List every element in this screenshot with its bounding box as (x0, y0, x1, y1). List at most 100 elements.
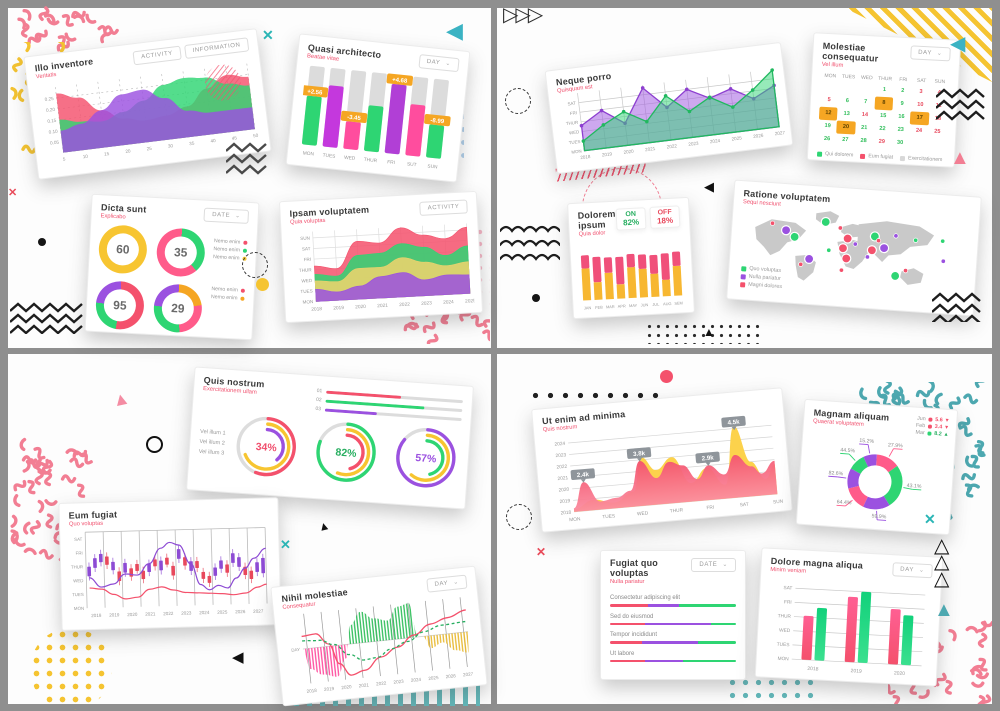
calendar-day[interactable]: 19 (824, 122, 831, 130)
calendar-day[interactable]: 1 (882, 86, 887, 94)
off-indicator: OFF 18% (649, 205, 681, 229)
x-mark-icon: ✕ (536, 545, 547, 559)
x-mark-icon: ✕ (262, 27, 274, 43)
svg-text:2024: 2024 (411, 677, 422, 683)
information-button[interactable]: INFORMATION (183, 37, 250, 60)
svg-text:2026: 2026 (753, 133, 764, 139)
ring-donut: 57% (395, 427, 456, 488)
svg-text:44.5%: 44.5% (840, 447, 855, 454)
day-dropdown[interactable]: DAY ⌄ (909, 45, 951, 62)
slider-bar[interactable] (610, 659, 736, 663)
slider-bar[interactable] (610, 604, 736, 607)
svg-text:2019: 2019 (559, 498, 570, 505)
svg-text:2022: 2022 (376, 680, 387, 686)
bar-chart: MON TUES WED THUR FRI SUT SUN +2.56 -3.45 +4.68 -8… (301, 65, 451, 171)
slider-label: Ut labore (610, 650, 635, 657)
chevron-down-icon: ⌄ (445, 60, 452, 67)
calendar-day[interactable]: 7 (863, 98, 868, 106)
dots-pattern (726, 676, 818, 706)
svg-text:2018: 2018 (560, 510, 571, 517)
calendar-day[interactable]: 8 (874, 96, 894, 111)
on-indicator: ON 82% (615, 207, 647, 231)
slider-bar[interactable] (610, 622, 736, 626)
date-dropdown[interactable]: DATE ⌄ (691, 558, 736, 572)
calendar-day[interactable]: 24 (915, 127, 923, 135)
legend-item: Nemo enim (208, 294, 245, 302)
date-dropdown[interactable]: DATE ⌄ (203, 207, 250, 224)
x-mark-icon: ✕ (8, 187, 18, 199)
squiggle-pattern (17, 6, 119, 52)
svg-text:20: 20 (125, 148, 131, 154)
chevron-down-icon: ⌄ (234, 212, 241, 220)
calendar-day[interactable]: 15 (879, 112, 887, 120)
calendar-day[interactable]: 5 (827, 97, 831, 104)
activity-button[interactable]: ACTIVITY (132, 45, 182, 66)
calendar-day[interactable]: 6 (845, 98, 850, 105)
svg-text:FRI: FRI (570, 110, 578, 116)
svg-text:2022: 2022 (399, 302, 410, 309)
calendar-day[interactable]: 12 (818, 106, 838, 121)
stacked-bar-chart: JAN FEB MAR APR MAY JUN JUL AUG SEM (580, 251, 683, 311)
calendar-day[interactable]: 25 (933, 128, 941, 135)
card-subtitle: Nulla pariatur (610, 579, 645, 585)
slider-label: Consectetur adipiscing elit (610, 595, 681, 601)
svg-text:2023: 2023 (421, 300, 432, 307)
triangle-icon: ▲ (703, 325, 715, 339)
calendar-day[interactable]: 30 (896, 139, 904, 147)
calendar-day[interactable]: 16 (898, 113, 905, 121)
svg-text:2021: 2021 (645, 146, 656, 152)
calendar-day[interactable]: 22 (879, 125, 886, 133)
svg-text:JUL: JUL (652, 302, 660, 307)
svg-text:SAT: SAT (74, 537, 83, 542)
svg-text:2023: 2023 (555, 452, 566, 459)
donut: 60 (97, 224, 149, 275)
svg-text:TUES: TUES (300, 289, 313, 295)
donut: 35 (155, 227, 206, 278)
svg-text:2018: 2018 (306, 688, 317, 694)
calendar-day[interactable]: 13 (843, 110, 850, 118)
calendar-day[interactable]: 14 (861, 111, 869, 119)
calendar-day[interactable]: 3 (919, 88, 923, 96)
slider-bar[interactable] (610, 641, 736, 644)
card-nihil-molestiae: Nihil molestiae Consequatur DAY ⌄ 2018 201… (270, 565, 488, 707)
legend-item: Nemo enim (211, 238, 248, 246)
svg-text:2023: 2023 (393, 679, 404, 685)
calendar-day[interactable]: 21 (860, 124, 868, 132)
calendar-day[interactable]: 28 (860, 137, 867, 145)
calendar-day[interactable]: 27 (841, 136, 849, 144)
calendar-day[interactable]: 26 (823, 135, 831, 143)
svg-text:2025: 2025 (465, 298, 475, 305)
calendar-day[interactable]: 10 (917, 101, 924, 109)
svg-text:THUR: THUR (777, 613, 791, 620)
svg-text:WED: WED (73, 578, 83, 583)
svg-text:SUT: SUT (407, 161, 417, 168)
day-dropdown[interactable]: DAY ⌄ (425, 574, 468, 593)
calendar-day[interactable]: 29 (878, 138, 886, 146)
ring-donuts: 34% 82% 57% (231, 411, 461, 493)
series-labels: Vel illum 1 Vel illum 2 Vel illum 3 (198, 428, 226, 457)
card-subtitle: Quia dolor (578, 230, 606, 238)
svg-text:MAY: MAY (629, 303, 638, 308)
calendar-day[interactable]: 20 (836, 120, 856, 135)
svg-text:AUG: AUG (663, 301, 672, 306)
day-dropdown[interactable]: DAY ⌄ (418, 54, 460, 73)
calendar-day[interactable]: 9 (900, 100, 904, 108)
svg-text:2019: 2019 (850, 668, 862, 675)
svg-text:THUR: THUR (566, 120, 579, 126)
calendar-day[interactable]: 17 (910, 111, 930, 126)
calendar-day[interactable]: 2 (901, 87, 905, 95)
svg-text:30: 30 (168, 143, 174, 149)
svg-text:JAN: JAN (584, 305, 592, 310)
svg-text:FRI: FRI (706, 505, 714, 512)
svg-text:WED: WED (569, 129, 580, 135)
hatched-area-chart: 2018 2019 2020 2021 2022 2023 2024 2025 2026 2027… (291, 597, 474, 694)
svg-text:2025: 2025 (217, 610, 228, 615)
svg-text:2020: 2020 (623, 149, 634, 155)
activity-button[interactable]: ACTIVITY (419, 199, 468, 216)
calendar-day[interactable]: 23 (897, 126, 905, 134)
area-chart: 0.05 0.10 0.15 0.20 0.25 5 10 15 20 25 30 35 40 45 50 (44, 63, 259, 162)
world-map (755, 211, 946, 285)
svg-text:2023: 2023 (181, 610, 192, 615)
day-dropdown[interactable]: DAY ⌄ (891, 562, 933, 579)
donut-grid: 60 35 95 29 (94, 224, 206, 334)
